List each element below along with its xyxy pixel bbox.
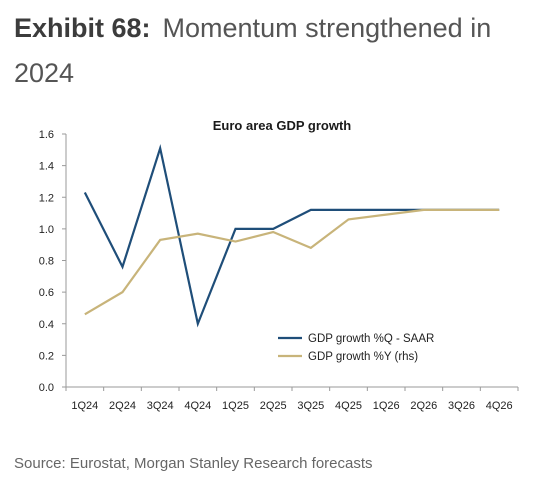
y-tick-label: 0.2 <box>39 350 54 362</box>
x-tick-label: 1Q24 <box>71 400 98 412</box>
x-tick-label: 4Q25 <box>335 400 362 412</box>
x-tick-label: 1Q26 <box>373 400 400 412</box>
y-axis: 0.0 0.2 0.4 0.6 0.8 1.0 1.2 1.4 1.6 <box>39 129 67 394</box>
series-layer <box>83 143 500 328</box>
series-line-1 <box>83 143 500 328</box>
x-tick-label: 3Q24 <box>147 400 174 412</box>
x-tick-label: 2Q26 <box>410 400 437 412</box>
x-tick-label: 1Q25 <box>222 400 249 412</box>
x-tick-label: 3Q25 <box>297 400 324 412</box>
y-tick-label: 1.6 <box>39 129 54 141</box>
exhibit-number: Exhibit 68: <box>14 13 151 43</box>
y-tick-label: 1.4 <box>39 161 54 173</box>
source-note: Source: Eurostat, Morgan Stanley Researc… <box>14 455 373 472</box>
legend-label: GDP growth %Q - SAAR <box>308 333 434 345</box>
x-tick-label: 3Q26 <box>448 400 475 412</box>
y-tick-label: 1.0 <box>39 224 54 236</box>
x-tick-label: 4Q24 <box>184 400 211 412</box>
series-line-2 <box>84 208 500 316</box>
exhibit-title: Exhibit 68: Momentum strengthened in 2024 <box>14 6 534 96</box>
gdp-line-chart: Euro area GDP growth 0.0 0.2 0.4 0.6 0.8 1.0 1… <box>39 118 519 412</box>
x-tick-label: 2Q24 <box>109 400 136 412</box>
exhibit-heading: Momentum strengthened in 2024 <box>14 13 492 88</box>
x-tick-label: 4Q26 <box>486 400 513 412</box>
y-tick-label: 0.8 <box>39 256 54 268</box>
x-axis: 1Q24 2Q24 3Q24 4Q24 1Q25 2Q25 3Q25 4Q25 1Q26 2Q26… <box>65 386 519 412</box>
chart-legend: GDP growth %Q - SAAR GDP growth %Y (rhs) <box>278 333 434 363</box>
y-tick-label: 0.4 <box>39 319 54 331</box>
x-tick-label: 2Q25 <box>260 400 287 412</box>
y-tick-label: 0.0 <box>39 382 54 394</box>
chart-title: Euro area GDP growth <box>213 118 352 133</box>
y-tick-label: 1.2 <box>39 192 54 204</box>
legend-label: GDP growth %Y (rhs) <box>308 351 418 363</box>
y-tick-label: 0.6 <box>39 287 54 299</box>
